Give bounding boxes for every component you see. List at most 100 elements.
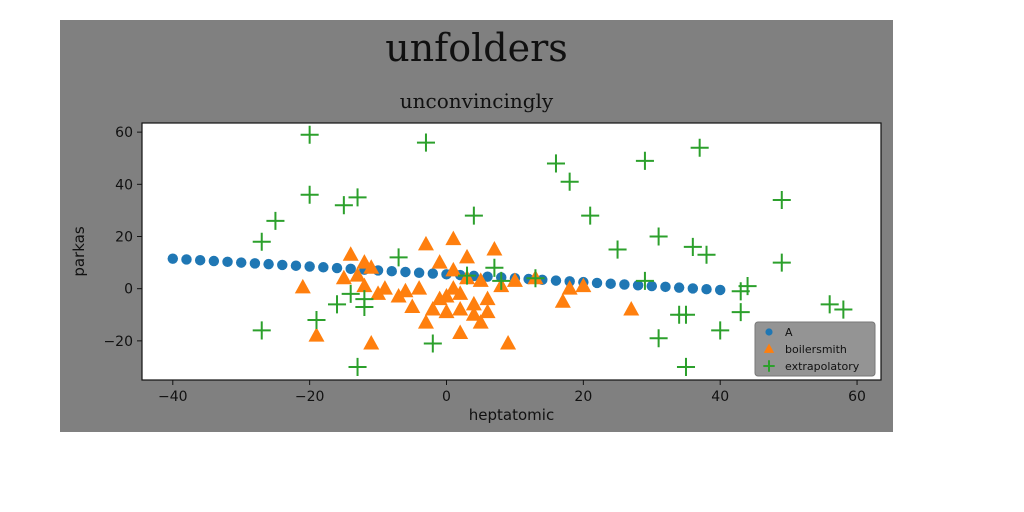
- data-point: [363, 259, 380, 274]
- y-axis-label: parkas: [70, 226, 88, 276]
- data-point: [632, 280, 644, 291]
- data-point: [438, 288, 455, 303]
- data-point: [356, 277, 373, 293]
- data-point: [649, 329, 668, 348]
- data-point: [635, 271, 654, 290]
- data-point: [673, 282, 685, 293]
- axis-ticks: −40 −20 0 20 40 60 −20 0 20 40 60: [103, 125, 866, 405]
- data-point: [263, 258, 274, 270]
- data-point: [348, 188, 367, 207]
- data-point: [492, 271, 511, 290]
- data-point: [452, 324, 469, 340]
- data-point: [472, 272, 489, 287]
- data-point: [327, 295, 347, 314]
- data-point: [413, 267, 425, 278]
- legend-box: [754, 321, 876, 377]
- data-point: [194, 255, 206, 266]
- data-point: [834, 300, 853, 319]
- data-point: [714, 284, 726, 296]
- data-point: [479, 303, 496, 319]
- figure: unfolders unconvincingly −40 −20 0 20 40 60 −2…: [60, 20, 893, 432]
- data-point: [431, 254, 448, 269]
- data-point: [445, 261, 462, 277]
- data-point: [676, 305, 696, 324]
- data-point: [608, 240, 627, 259]
- data-point: [486, 241, 503, 256]
- data-point: [623, 301, 640, 316]
- data-point: [676, 357, 696, 376]
- data-point: [820, 295, 839, 314]
- data-point: [252, 232, 271, 251]
- data-point: [646, 280, 657, 292]
- data-point: [452, 285, 469, 300]
- data-point: [249, 258, 261, 269]
- data-point: [335, 269, 352, 285]
- x-axis-label: heptatomic: [469, 406, 554, 424]
- data-point: [304, 261, 315, 272]
- chart-title: unconvincingly: [399, 89, 554, 113]
- legend-marker: [763, 343, 775, 353]
- x-tick-label: 60: [848, 389, 866, 405]
- data-point: [479, 290, 496, 306]
- series-extrapolatory: [252, 125, 853, 376]
- data-point: [459, 248, 476, 264]
- data-point: [591, 277, 603, 289]
- data-point: [427, 268, 439, 279]
- x-tick-label: 40: [711, 389, 729, 405]
- legend-label: boilersmith: [785, 343, 847, 356]
- data-point: [635, 151, 654, 170]
- data-point: [400, 266, 411, 278]
- data-point: [581, 206, 600, 225]
- data-point: [404, 298, 421, 313]
- data-point: [349, 267, 366, 282]
- data-point: [235, 257, 247, 268]
- data-point: [411, 280, 428, 295]
- y-tick-label: 60: [115, 125, 133, 141]
- data-point: [452, 301, 469, 316]
- x-tick-label: −40: [158, 389, 188, 405]
- data-point: [465, 306, 482, 321]
- data-point: [772, 253, 791, 272]
- data-point: [208, 255, 220, 267]
- data-point: [386, 265, 397, 277]
- y-tick-label: 40: [115, 177, 133, 193]
- data-point: [423, 334, 442, 353]
- data-point: [550, 275, 562, 286]
- data-point: [300, 125, 319, 144]
- chart-marks: [167, 125, 853, 376]
- data-point: [605, 278, 616, 289]
- data-point: [731, 303, 750, 322]
- y-tick-label: 0: [124, 282, 133, 298]
- data-point: [167, 253, 179, 264]
- data-point: [417, 235, 434, 251]
- y-tick-label: −20: [103, 334, 133, 350]
- data-point: [697, 245, 716, 264]
- legend-label: extrapolatory: [785, 360, 860, 373]
- data-point: [465, 295, 482, 311]
- data-point: [445, 230, 462, 246]
- data-point: [560, 172, 579, 191]
- data-point: [683, 237, 702, 256]
- data-point: [554, 293, 571, 308]
- x-tick-label: −20: [295, 389, 325, 405]
- data-point: [687, 283, 699, 294]
- data-point: [546, 154, 566, 173]
- data-point: [417, 314, 434, 329]
- data-point: [342, 246, 359, 261]
- data-point: [561, 280, 578, 295]
- figure-title: unfolders: [385, 26, 568, 70]
- data-point: [277, 259, 288, 271]
- data-point: [738, 277, 757, 296]
- data-point: [290, 260, 302, 271]
- legend-marker: [765, 328, 773, 336]
- scatter-chart: −40 −20 0 20 40 60 −20 0 20 40 60 heptatomic parka…: [70, 122, 882, 424]
- data-point: [222, 256, 233, 268]
- data-point: [341, 284, 360, 303]
- data-point: [348, 357, 367, 376]
- data-point: [526, 269, 545, 288]
- data-point: [457, 266, 477, 285]
- data-point: [424, 301, 441, 316]
- data-point: [331, 262, 343, 274]
- data-point: [294, 278, 311, 294]
